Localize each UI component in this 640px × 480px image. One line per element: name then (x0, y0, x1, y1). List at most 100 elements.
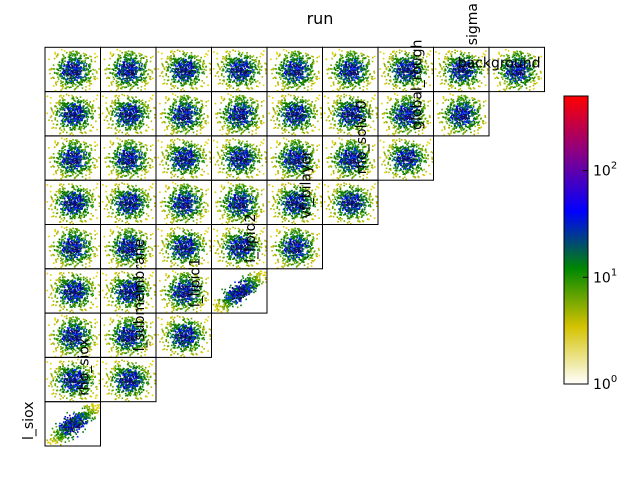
hist-bin (71, 95, 73, 97)
hist-bin (61, 439, 63, 441)
hist-bin (78, 335, 80, 337)
hist-bin (67, 109, 69, 111)
hist-bin (66, 430, 68, 432)
hist-bin (72, 283, 74, 285)
hist-bin (71, 217, 73, 219)
hist-bin (74, 242, 76, 244)
hist-bin (56, 250, 58, 252)
hist-bin (73, 412, 75, 414)
hist-bin (89, 190, 91, 192)
hist-bin (94, 327, 96, 329)
hist-bin (69, 127, 71, 129)
hist-bin (54, 58, 56, 60)
hist-bin (72, 63, 74, 65)
hist-bin (69, 374, 71, 376)
hist-bin (79, 214, 81, 216)
hist-bin (65, 259, 67, 261)
hist-bin (80, 261, 82, 263)
hist-bin (68, 162, 70, 164)
hist-bin (89, 333, 91, 335)
hist-bin (65, 385, 67, 387)
hist-bin (89, 152, 91, 154)
hist-bin (60, 212, 62, 214)
hist-bin (51, 386, 53, 388)
hist-bin (81, 116, 83, 118)
hist-bin (83, 141, 85, 143)
hist-bin (68, 330, 70, 332)
hist-bin (83, 305, 85, 307)
hist-bin (65, 369, 67, 371)
hist-bin (59, 216, 61, 218)
hist-bin (96, 161, 98, 163)
hist-bin (77, 110, 79, 112)
hist-bin (70, 327, 72, 329)
hist-bin (69, 51, 71, 53)
hist-bin (69, 399, 71, 401)
hist-bin (78, 259, 80, 261)
hist-bin (74, 287, 76, 289)
hist-bin (66, 425, 68, 427)
hist-bin (61, 239, 63, 241)
hist-bin (84, 328, 86, 330)
hist-bin (67, 302, 69, 304)
hist-bin (84, 429, 86, 431)
hist-bin (70, 317, 72, 319)
hist-bin (47, 273, 49, 275)
hist-bin (91, 260, 93, 262)
hist-bin (63, 243, 65, 245)
hist-bin (78, 210, 80, 212)
hist-bin (80, 162, 82, 164)
hist-bin (75, 305, 77, 307)
hist-bin (55, 117, 57, 119)
hist-bin (73, 276, 75, 278)
hist-bin (72, 287, 74, 289)
hist-bin (92, 294, 94, 296)
hist-bin (71, 330, 73, 332)
hist-bin (55, 393, 57, 395)
hist-bin (72, 368, 74, 370)
hist-bin (94, 416, 96, 418)
hist-bin (68, 95, 70, 97)
hist-bin (65, 354, 67, 356)
hist-bin (89, 265, 91, 267)
hist-bin (75, 421, 77, 423)
hist-bin (81, 294, 83, 296)
hist-bin (95, 234, 97, 236)
hist-bin (55, 127, 57, 129)
hist-bin (54, 229, 56, 231)
hist-bin (83, 300, 85, 302)
hist-bin (64, 218, 66, 220)
hist-bin (63, 343, 65, 345)
hist-bin (83, 65, 85, 67)
hist-bin (79, 248, 81, 250)
hist-bin (66, 94, 68, 96)
hist-bin (98, 196, 100, 198)
hist-bin (51, 381, 53, 383)
hist-bin (53, 153, 55, 155)
hist-bin (57, 81, 59, 83)
hist-bin (70, 291, 72, 293)
hist-bin (89, 288, 91, 290)
hist-bin (72, 392, 74, 394)
hist-bin (88, 257, 90, 259)
hist-bin (49, 250, 51, 252)
hist-bin (62, 201, 64, 203)
hist-bin (82, 431, 84, 433)
hist-bin (54, 338, 56, 340)
hist-bin (80, 166, 82, 168)
hist-bin (86, 293, 88, 295)
hist-bin (56, 279, 58, 281)
hist-bin (61, 218, 63, 220)
hist-bin (50, 186, 52, 188)
hist-bin (89, 111, 91, 113)
hist-bin (53, 351, 55, 353)
hist-bin (89, 415, 91, 417)
hist-bin (84, 407, 86, 409)
hist-bin (69, 54, 71, 56)
hist-bin (80, 96, 82, 98)
hist-bin (62, 277, 64, 279)
hist-bin (66, 227, 68, 229)
hist-bin (68, 344, 70, 346)
hist-bin (61, 274, 63, 276)
hist-bin (99, 294, 101, 296)
